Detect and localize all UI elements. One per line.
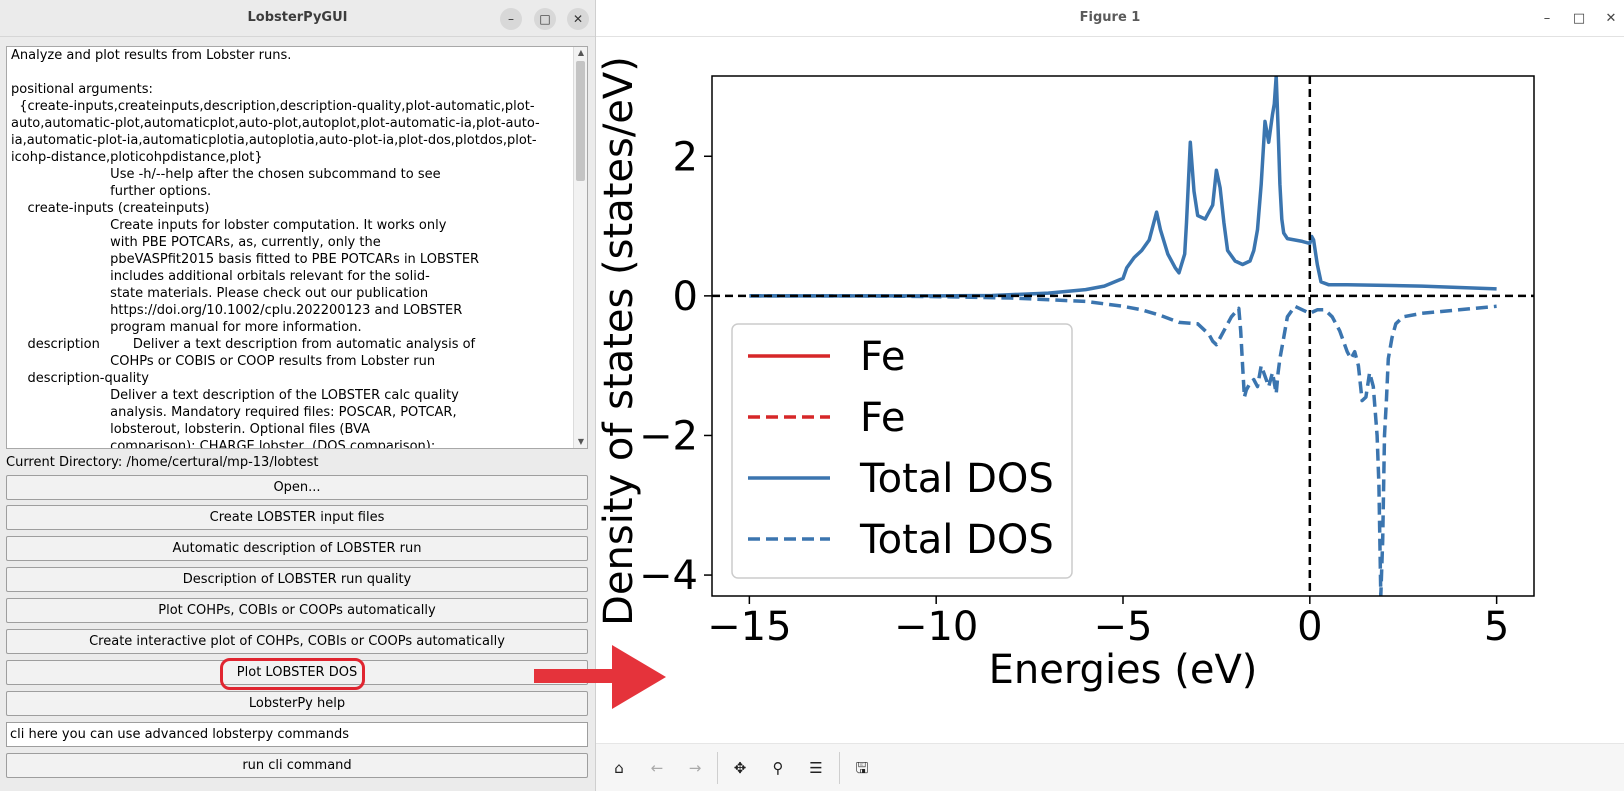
plot-interactive-button[interactable]: Create interactive plot of COHPs, COBIs … — [6, 629, 588, 654]
toolbar-separator — [717, 752, 718, 784]
forward-icon[interactable]: → — [688, 759, 702, 777]
toolbar-separator — [839, 752, 840, 784]
help-scrollbar[interactable]: ▲ ▼ — [573, 47, 587, 448]
minimize-icon[interactable]: – — [500, 8, 522, 30]
save-icon[interactable]: 🖫 — [855, 759, 869, 777]
help-line: create-inputs (createinputs) — [11, 201, 210, 216]
help-line: program manual for more information. — [11, 320, 362, 335]
legend-label: Fe — [860, 395, 905, 441]
y-tick-label: 0 — [673, 274, 698, 320]
close-icon[interactable]: ✕ — [1605, 11, 1617, 26]
cli-input[interactable] — [6, 722, 588, 747]
help-line: {create-inputs,createinputs,description,… — [11, 99, 535, 114]
y-tick-label: −2 — [639, 413, 698, 459]
help-line: https://doi.org/10.1002/cplu.202200123 a… — [11, 303, 463, 318]
legend-label: Total DOS — [859, 456, 1054, 502]
help-line: analysis. Mandatory required files: POSC… — [11, 405, 457, 420]
lobsterpygui-window: LobsterPyGUI – □ ✕ Analyze and plot resu… — [0, 0, 596, 791]
x-tick-label: −15 — [707, 604, 791, 650]
pan-icon[interactable]: ✥ — [733, 759, 747, 777]
dos-plot[interactable]: −15 −10 −5 0 5 −4 −2 0 2 Energies (eV) Density of … — [596, 38, 1624, 743]
create-inputs-button[interactable]: Create LOBSTER input files — [6, 505, 588, 530]
help-line: description-quality — [11, 371, 149, 386]
open-button[interactable]: Open... — [6, 475, 588, 500]
x-tick-label: 0 — [1297, 604, 1322, 650]
figure-titlebar[interactable]: Figure 1 – □ ✕ — [596, 0, 1624, 37]
home-icon[interactable]: ⌂ — [614, 759, 624, 777]
help-line: with PBE POTCARs, as, currently, only th… — [11, 235, 381, 250]
run-cli-button[interactable]: run cli command — [6, 753, 588, 778]
red-arrow-annotation — [534, 645, 666, 709]
quality-description-button[interactable]: Description of LOBSTER run quality — [6, 567, 588, 592]
help-text-area[interactable]: Analyze and plot results from Lobster ru… — [6, 46, 588, 449]
figure-title: Figure 1 — [1079, 10, 1141, 25]
x-axis-label: Energies (eV) — [989, 647, 1258, 693]
legend-label: Total DOS — [859, 517, 1054, 563]
x-tick-label: −5 — [1094, 604, 1153, 650]
figure-window: Figure 1 – □ ✕ −15 −10 −5 0 5 −4 −2 0 2 Energies … — [596, 0, 1624, 791]
auto-description-button[interactable]: Automatic description of LOBSTER run — [6, 536, 588, 561]
window-titlebar[interactable]: LobsterPyGUI – □ ✕ — [0, 0, 595, 37]
plot-dos-highlight-circle — [220, 658, 365, 690]
y-tick-label: 2 — [673, 134, 698, 180]
help-line: pbeVASPfit2015 basis fitted to PBE POTCA… — [11, 252, 480, 267]
scroll-down-icon[interactable]: ▼ — [577, 437, 585, 446]
plot-toolbar: ⌂ ← → ✥ ⚲ ☰ 🖫 — [596, 743, 1624, 791]
series-line-0 — [749, 76, 1497, 298]
help-line: Create inputs for lobster computation. I… — [11, 218, 447, 233]
help-line: description Deliver a text description f… — [11, 337, 476, 352]
legend-label: Fe — [860, 334, 905, 380]
zoom-icon[interactable]: ⚲ — [772, 759, 784, 777]
maximize-icon[interactable]: □ — [534, 8, 556, 30]
scroll-thumb[interactable] — [576, 61, 585, 181]
y-axis-label: Density of states (states/eV) — [596, 56, 642, 626]
help-button[interactable]: LobsterPy help — [6, 691, 588, 716]
help-line: Deliver a text description of the LOBSTE… — [11, 388, 459, 403]
help-line: includes additional orbitals relevant fo… — [11, 269, 430, 284]
x-tick-label: 5 — [1484, 604, 1509, 650]
configure-icon[interactable]: ☰ — [809, 759, 823, 777]
x-tick-label: −10 — [894, 604, 978, 650]
help-line: icohp-distance,ploticohpdistance,plot} — [11, 150, 263, 165]
help-text: Analyze and plot results from Lobster ru… — [11, 47, 571, 449]
series-line-1 — [749, 294, 1497, 596]
help-line: COHPs or COBIS or COOP results from Lobs… — [11, 354, 436, 369]
window-title: LobsterPyGUI — [247, 10, 348, 25]
help-line: further options. — [11, 184, 212, 199]
maximize-icon[interactable]: □ — [1572, 11, 1586, 26]
help-line: Use -h/--help after the chosen subcomman… — [11, 167, 441, 182]
y-tick-label: −4 — [639, 553, 698, 599]
plot-auto-button[interactable]: Plot COHPs, COBIs or COOPs automatically — [6, 598, 588, 623]
help-line: state materials. Please check out our pu… — [11, 286, 429, 301]
legend-box — [731, 323, 1073, 579]
help-line: ia,automatic-plot-ia,automaticplotia,aut… — [11, 133, 537, 148]
help-line: comparison): CHARGE.lobster, (DOS compar… — [11, 439, 436, 449]
help-line — [11, 64, 571, 81]
current-directory-label: Current Directory: /home/certural/mp-13/… — [6, 455, 319, 470]
help-line: positional arguments: — [11, 82, 153, 97]
help-line: Analyze and plot results from Lobster ru… — [11, 48, 292, 63]
help-line: auto,automatic-plot,automaticplot,auto-p… — [11, 116, 540, 131]
close-icon[interactable]: ✕ — [567, 8, 589, 30]
help-line: lobsterout, lobsterin. Optional files (B… — [11, 422, 370, 437]
back-icon[interactable]: ← — [650, 759, 664, 777]
scroll-up-icon[interactable]: ▲ — [577, 48, 585, 57]
minimize-icon[interactable]: – — [1543, 11, 1551, 26]
